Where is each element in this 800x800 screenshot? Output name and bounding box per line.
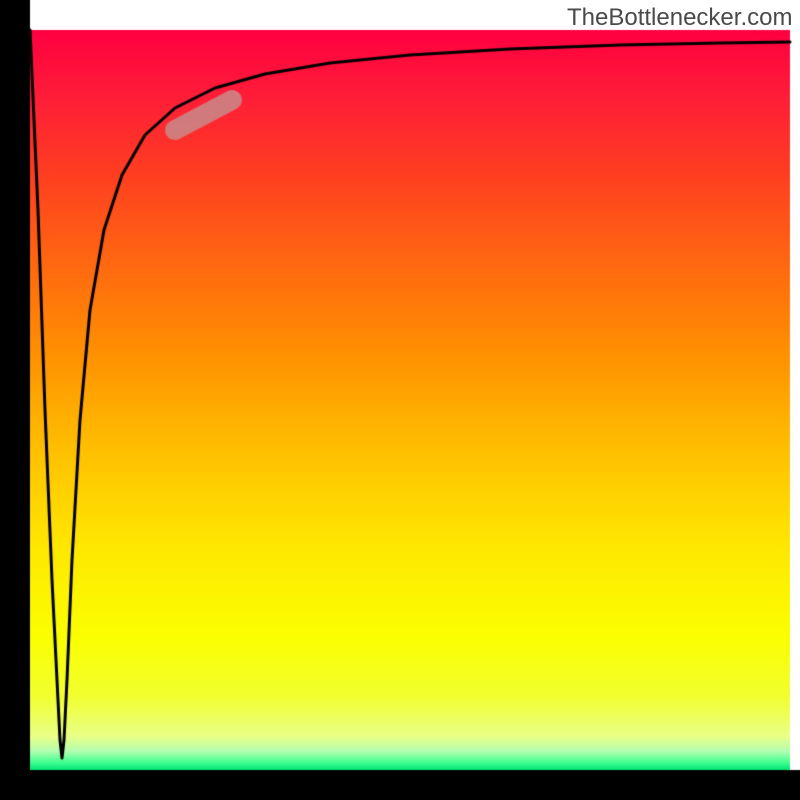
watermark-text: TheBottlenecker.com bbox=[567, 4, 792, 32]
chart-stage: TheBottlenecker.com bbox=[0, 0, 800, 800]
curve-layer bbox=[0, 0, 800, 800]
